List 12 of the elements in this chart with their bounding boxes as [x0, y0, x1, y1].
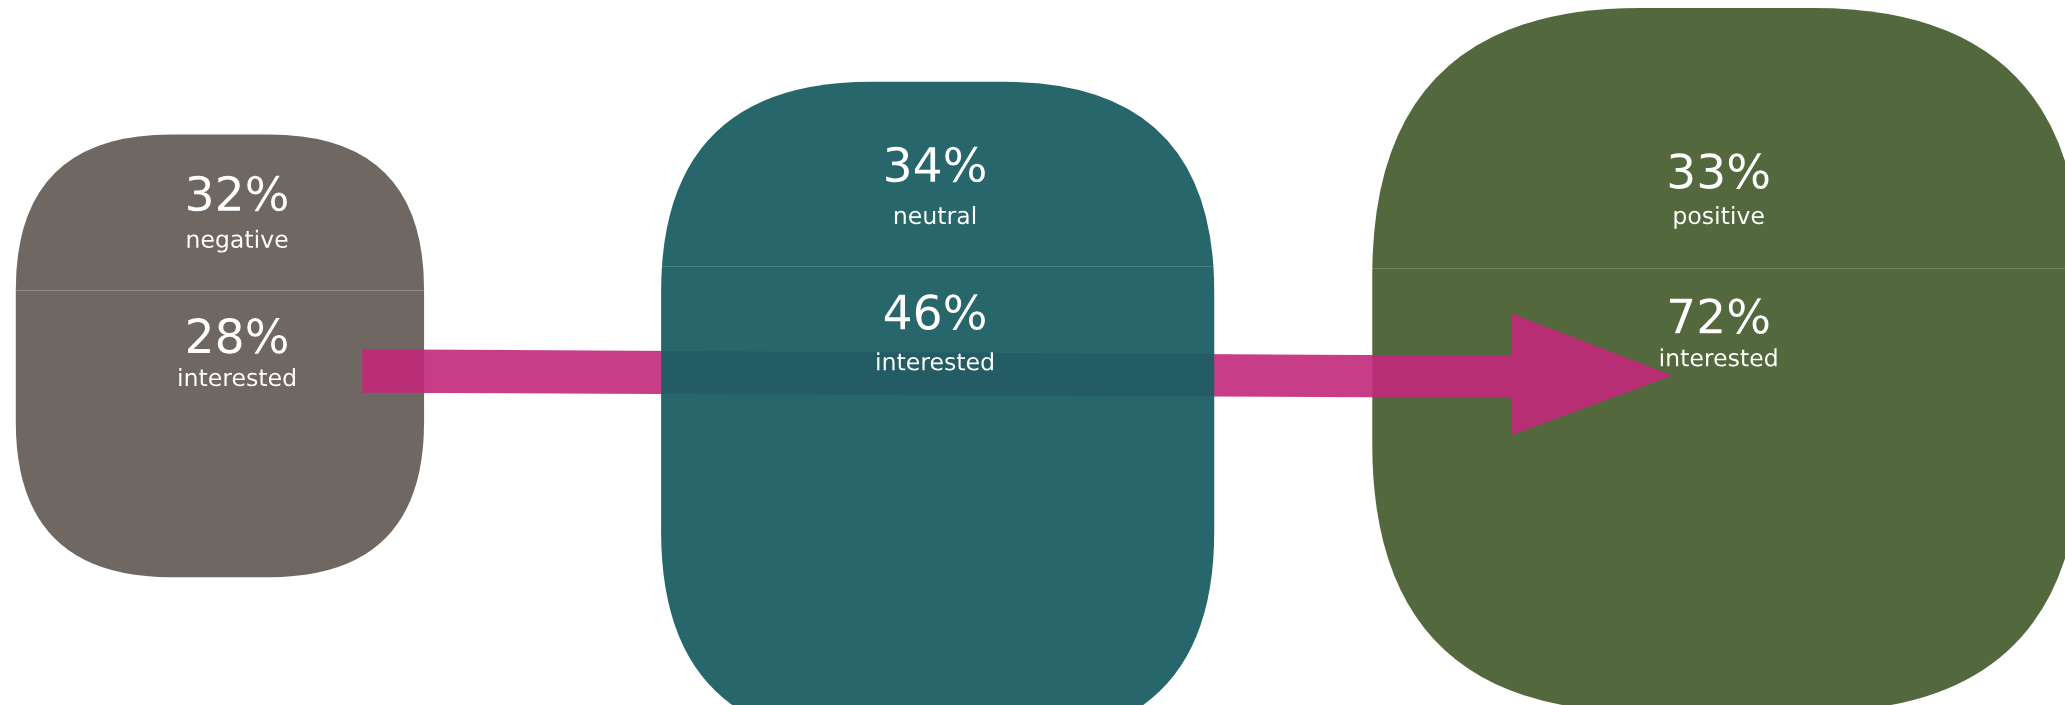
text: interested [877, 352, 993, 371]
category-label: neutral [894, 206, 976, 225]
text: interested [1660, 348, 1777, 367]
data-label: 34% [886, 146, 985, 183]
data-label: 46% [884, 294, 985, 330]
category-label: positive [1674, 206, 1764, 229]
data-label: 28% [188, 317, 287, 354]
data-label: 32% [188, 175, 287, 212]
text: interested [179, 368, 295, 387]
category-label: negative [187, 229, 288, 253]
data-label: 33% [1669, 153, 1769, 189]
data-label: 72% [1670, 298, 1769, 334]
